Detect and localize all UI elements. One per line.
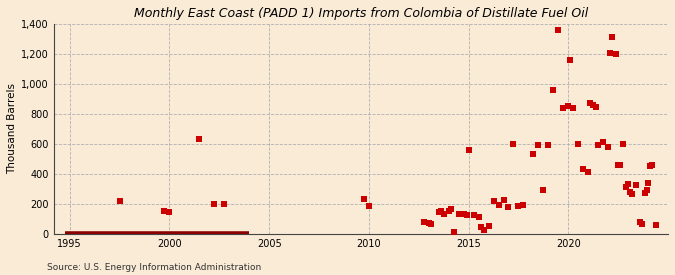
Point <box>558 106 569 110</box>
Point <box>593 143 603 148</box>
Point <box>548 88 559 92</box>
Point <box>468 213 479 218</box>
Point <box>503 205 514 209</box>
Point <box>627 192 638 196</box>
Point <box>458 212 469 217</box>
Point <box>463 148 474 152</box>
Point <box>446 207 456 211</box>
Point <box>443 208 454 213</box>
Point <box>533 143 544 148</box>
Point <box>538 188 549 192</box>
Point <box>513 204 524 208</box>
Point <box>563 104 574 109</box>
Y-axis label: Thousand Barrels: Thousand Barrels <box>7 83 17 174</box>
Point <box>164 210 175 214</box>
Point <box>613 163 624 167</box>
Point <box>219 202 230 206</box>
Point <box>630 183 641 187</box>
Point <box>637 222 647 226</box>
Point <box>623 182 634 187</box>
Point <box>645 163 655 168</box>
Point <box>647 163 657 167</box>
Point <box>605 51 616 55</box>
Point <box>508 142 519 146</box>
Point <box>578 167 589 172</box>
Point <box>528 152 539 157</box>
Point <box>621 185 632 190</box>
Point <box>642 188 653 192</box>
Point <box>493 202 504 207</box>
Point <box>159 208 170 213</box>
Text: Source: U.S. Energy Information Administration: Source: U.S. Energy Information Administ… <box>47 263 261 272</box>
Point <box>588 103 599 107</box>
Point <box>643 181 653 185</box>
Title: Monthly East Coast (PADD 1) Imports from Colombia of Distillate Fuel Oil: Monthly East Coast (PADD 1) Imports from… <box>134 7 588 20</box>
Point <box>209 202 219 206</box>
Point <box>483 224 494 228</box>
Point <box>488 199 499 203</box>
Point <box>625 190 636 194</box>
Point <box>114 199 125 203</box>
Point <box>603 145 614 149</box>
Point <box>498 198 509 202</box>
Point <box>461 213 472 218</box>
Point <box>518 202 529 207</box>
Point <box>423 221 434 225</box>
Point <box>448 230 459 234</box>
Point <box>363 204 374 208</box>
Point <box>618 142 628 146</box>
Point <box>478 228 489 232</box>
Point <box>425 222 436 226</box>
Point <box>565 58 576 62</box>
Point <box>475 225 486 229</box>
Point <box>433 210 444 214</box>
Point <box>418 220 429 224</box>
Point <box>583 169 594 174</box>
Point <box>553 28 564 32</box>
Point <box>473 215 484 220</box>
Point <box>634 220 645 224</box>
Point <box>194 136 205 141</box>
Point <box>598 140 609 145</box>
Point <box>435 209 446 214</box>
Point <box>543 142 554 147</box>
Point <box>651 223 661 227</box>
Point <box>607 34 618 39</box>
Point <box>611 52 622 56</box>
Point <box>453 212 464 217</box>
Point <box>585 101 595 106</box>
Point <box>438 212 449 217</box>
Point <box>615 163 626 167</box>
Point <box>568 106 578 110</box>
Point <box>591 105 601 109</box>
Point <box>358 196 369 201</box>
Point <box>640 191 651 196</box>
Point <box>573 142 584 146</box>
